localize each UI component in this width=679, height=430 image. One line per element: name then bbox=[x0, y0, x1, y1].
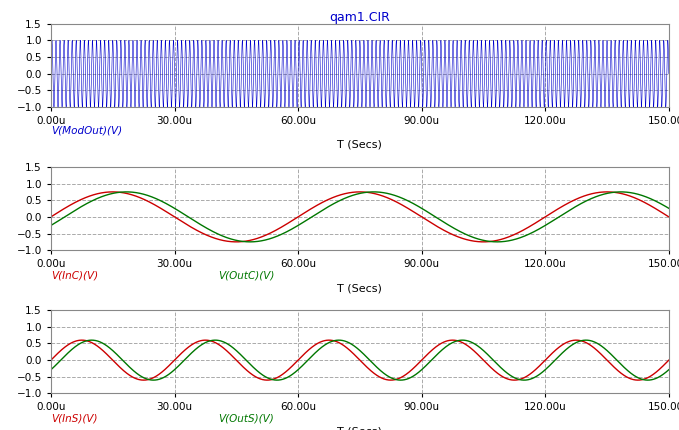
X-axis label: T (Secs): T (Secs) bbox=[337, 140, 382, 150]
X-axis label: T (Secs): T (Secs) bbox=[337, 283, 382, 293]
Title: qam1.CIR: qam1.CIR bbox=[329, 11, 390, 24]
Text: V(OutS)(V): V(OutS)(V) bbox=[218, 413, 274, 424]
Text: V(ModOut)(V): V(ModOut)(V) bbox=[51, 125, 122, 135]
Text: V(InC)(V): V(InC)(V) bbox=[51, 270, 98, 280]
Text: V(InS)(V): V(InS)(V) bbox=[51, 413, 97, 424]
Text: V(OutC)(V): V(OutC)(V) bbox=[218, 270, 274, 280]
X-axis label: T (Secs): T (Secs) bbox=[337, 427, 382, 430]
